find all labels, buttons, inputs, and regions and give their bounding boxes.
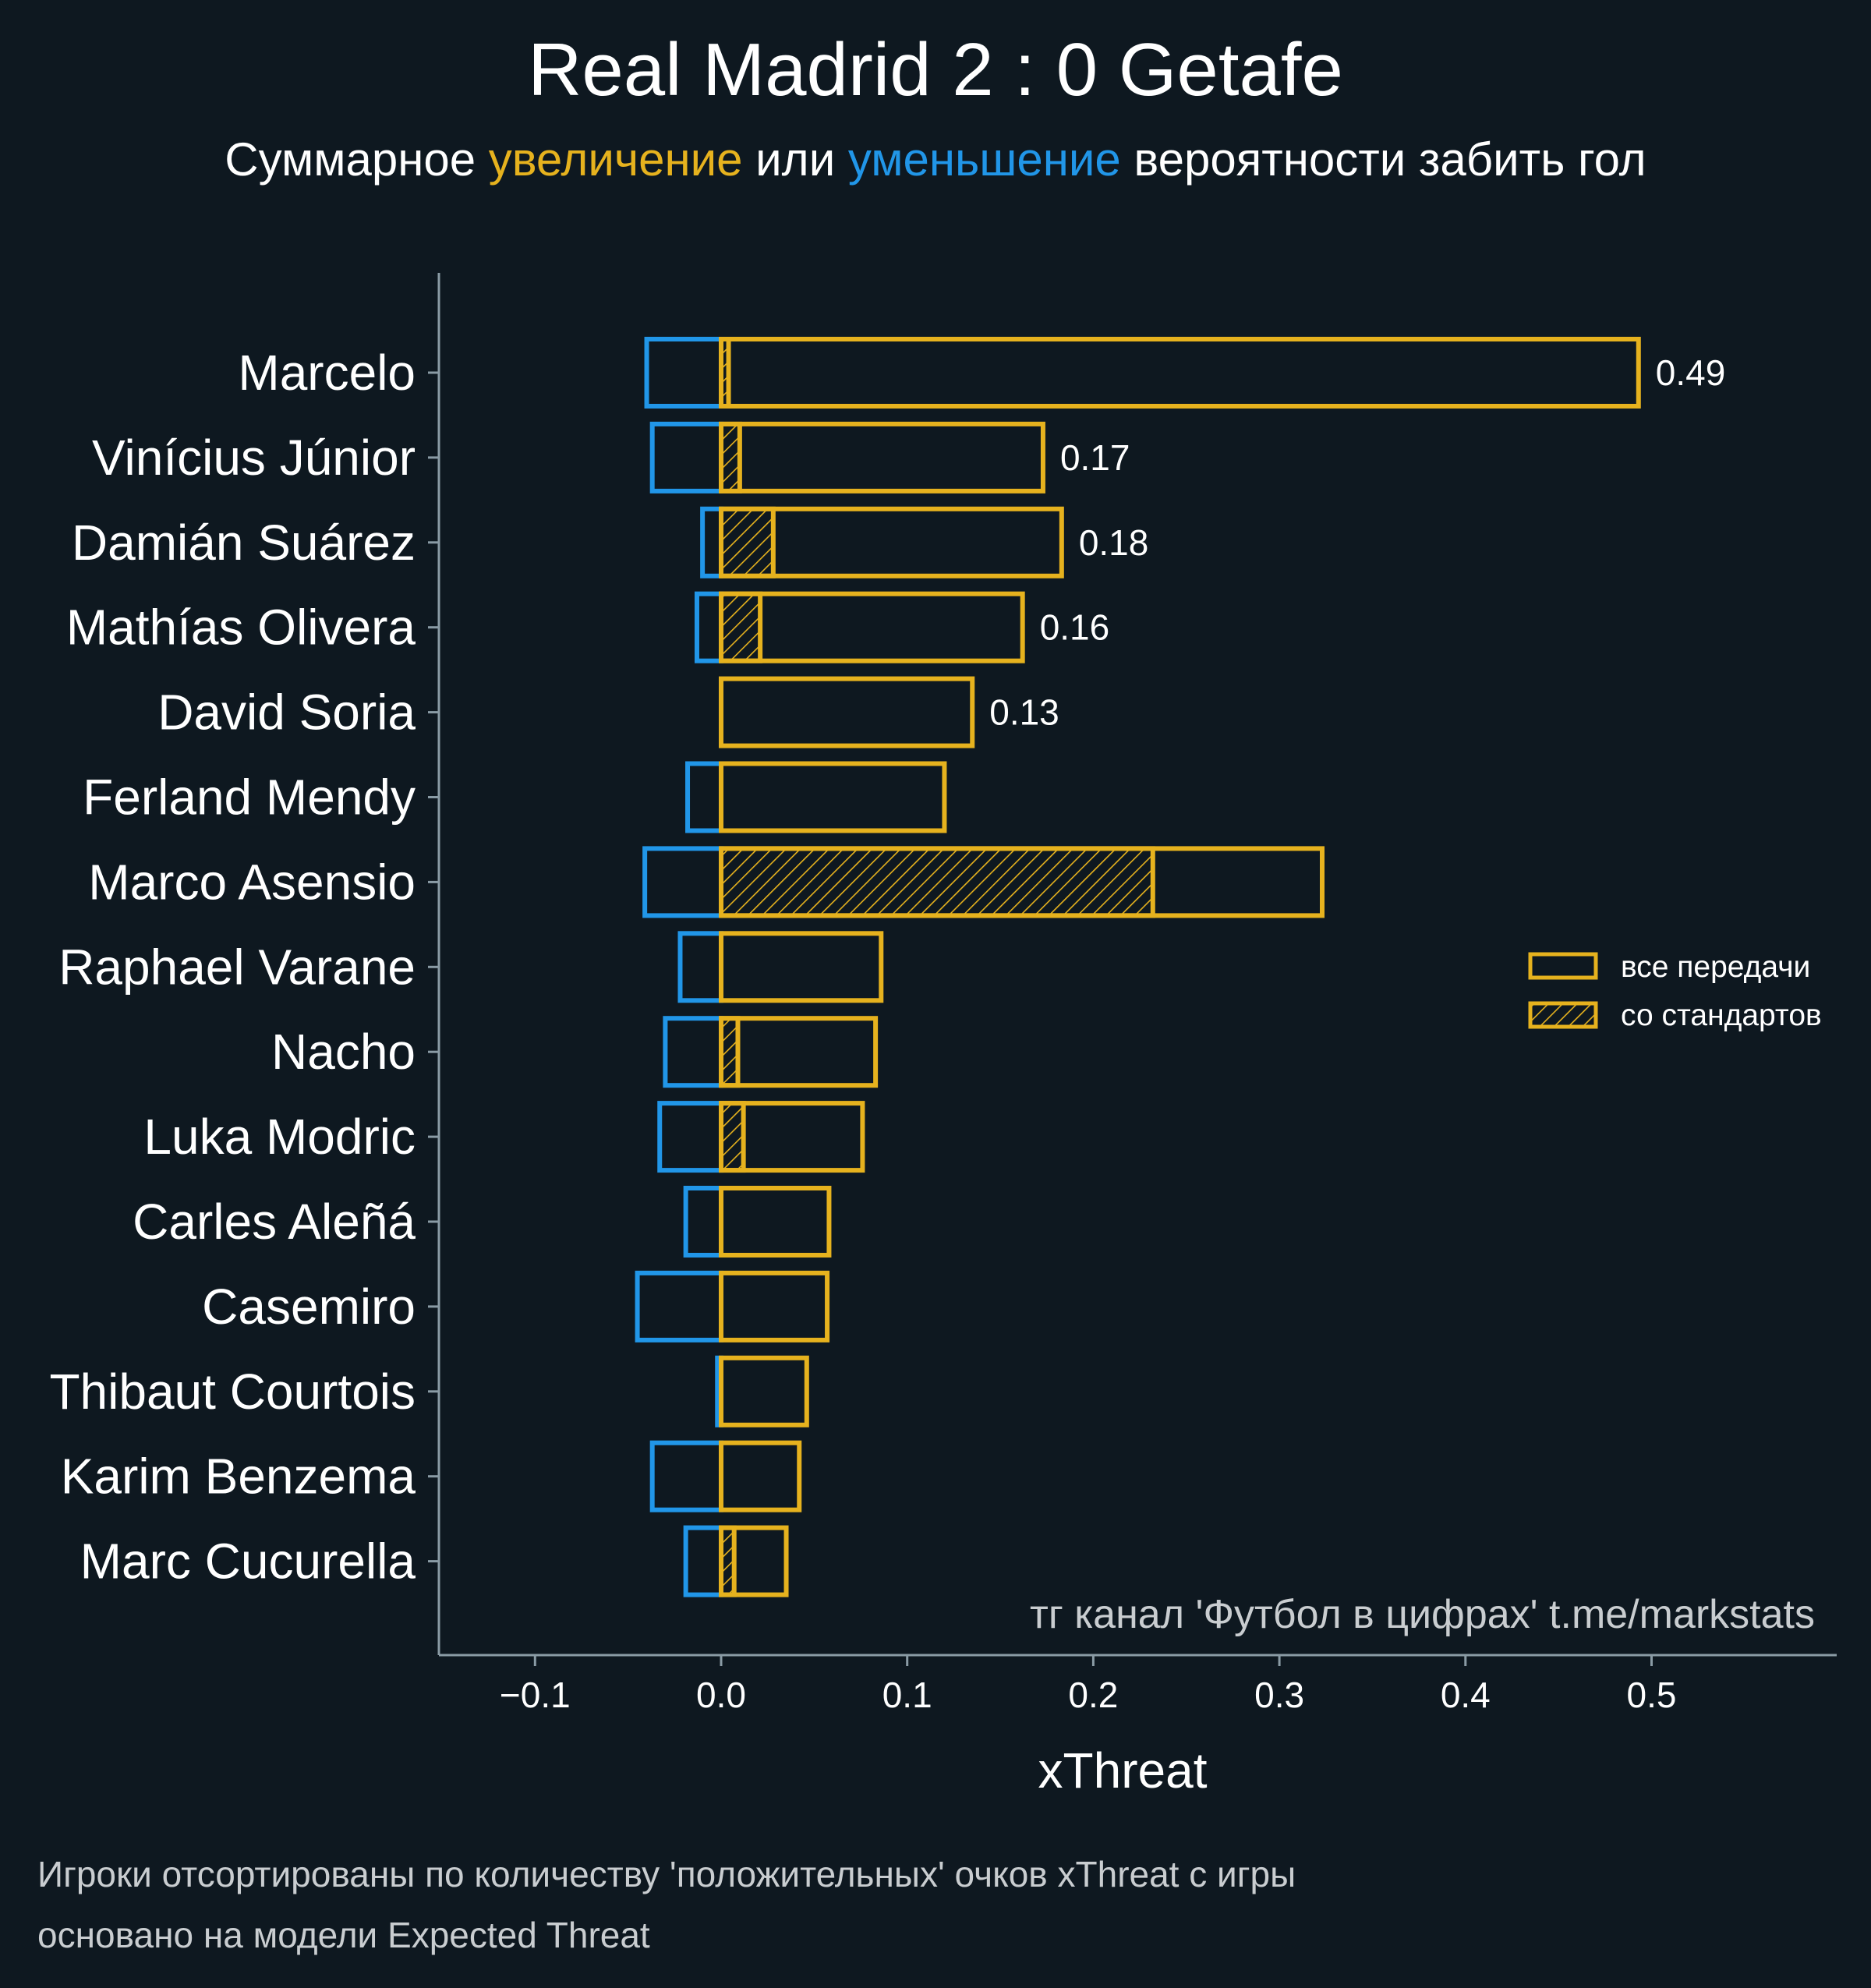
subtitle-part-1: Суммарное bbox=[225, 133, 488, 186]
bar-positive bbox=[719, 931, 884, 1003]
bar-positive bbox=[719, 1440, 802, 1512]
bar-positive bbox=[719, 1355, 809, 1427]
bar-set-pieces bbox=[719, 1101, 746, 1173]
bar-value-label: 0.17 bbox=[1060, 437, 1130, 478]
watermark: тг канал 'Футбол в цифрах' t.me/markstat… bbox=[1030, 1592, 1815, 1637]
y-tick-label: Mathías Olivera bbox=[66, 600, 416, 656]
y-tick-label: Vinícius Júnior bbox=[92, 430, 416, 486]
y-tick-label: Marc Cucurella bbox=[80, 1533, 416, 1590]
legend: все передачи со стандартов bbox=[1528, 950, 1822, 1032]
bar-value-label: 0.49 bbox=[1656, 352, 1726, 393]
subtitle-part-3: вероятности забить гол bbox=[1121, 133, 1646, 186]
legend-label-set-pieces: со стандартов bbox=[1621, 999, 1822, 1032]
subtitle-highlight-increase: увеличение bbox=[489, 133, 743, 186]
x-ticks: −0.1 0.0 0.1 0.2 0.3 0.4 0.5 bbox=[500, 1655, 1677, 1715]
y-tick-label: Karim Benzema bbox=[61, 1449, 416, 1505]
bar-positive bbox=[719, 846, 1325, 918]
bar-positive bbox=[719, 506, 1064, 578]
x-tick-label: 0.2 bbox=[1068, 1675, 1118, 1715]
footnote-line-1: Игроки отсортированы по количеству 'поло… bbox=[37, 1854, 1296, 1894]
chart-subtitle: Суммарное увеличение или уменьшение веро… bbox=[225, 133, 1646, 186]
bars-layer: 0.49 0.17 0.18 0.16 0.13 bbox=[635, 337, 1726, 1597]
y-tick-label: Damián Suárez bbox=[72, 515, 416, 571]
bar-value-label: 0.13 bbox=[989, 692, 1059, 733]
legend-swatch-all-passes bbox=[1528, 952, 1598, 980]
subtitle-highlight-decrease: уменьшение bbox=[848, 133, 1121, 186]
x-tick-label: −0.1 bbox=[500, 1675, 571, 1715]
y-tick-label: Luka Modric bbox=[143, 1109, 416, 1165]
x-tick-label: 0.5 bbox=[1627, 1675, 1677, 1715]
x-tick-label: 0.3 bbox=[1254, 1675, 1304, 1715]
bar-set-pieces bbox=[719, 846, 1155, 918]
bar-positive bbox=[719, 1270, 830, 1342]
y-tick-labels: Marcelo Vinícius Júnior Damián Suárez Mathí… bbox=[49, 345, 439, 1590]
footnote-line-2: основано на модели Expected Threat bbox=[37, 1915, 650, 1955]
bar-set-pieces bbox=[719, 1016, 741, 1088]
bar-set-pieces bbox=[719, 591, 763, 663]
y-tick-label: Carles Aleñá bbox=[133, 1194, 416, 1250]
legend-swatch-set-pieces bbox=[1528, 1001, 1598, 1029]
bar-positive bbox=[719, 1016, 879, 1088]
chart-title: Real Madrid 2 : 0 Getafe bbox=[528, 28, 1343, 111]
bar-set-pieces bbox=[719, 421, 742, 493]
bar-value-label: 0.16 bbox=[1040, 607, 1110, 648]
y-tick-label: Casemiro bbox=[202, 1279, 416, 1335]
bar-value-label: 0.18 bbox=[1079, 522, 1149, 563]
bar-positive bbox=[719, 591, 1025, 663]
subtitle-part-2: или bbox=[743, 133, 848, 186]
y-tick-label: Nacho bbox=[271, 1024, 416, 1080]
y-tick-label: Raphael Varane bbox=[58, 939, 416, 995]
bar-positive bbox=[719, 421, 1045, 493]
bar-set-pieces bbox=[719, 506, 776, 578]
bar-positive bbox=[719, 1101, 865, 1173]
x-axis-label: xThreat bbox=[1038, 1742, 1208, 1799]
bar-positive bbox=[719, 761, 947, 833]
x-tick-label: 0.4 bbox=[1441, 1675, 1491, 1715]
bar-positive bbox=[719, 1186, 832, 1258]
x-tick-label: 0.1 bbox=[882, 1675, 932, 1715]
bar-positive bbox=[719, 676, 975, 748]
y-tick-label: Ferland Mendy bbox=[83, 769, 416, 826]
bar-positive bbox=[719, 1525, 789, 1597]
bar-positive bbox=[719, 337, 1641, 409]
y-tick-label: Marco Asensio bbox=[88, 854, 416, 910]
x-tick-label: 0.0 bbox=[696, 1675, 746, 1715]
legend-label-all-passes: все передачи bbox=[1621, 950, 1810, 984]
y-tick-label: David Soria bbox=[157, 684, 416, 741]
y-tick-label: Thibaut Courtois bbox=[49, 1364, 416, 1420]
y-tick-label: Marcelo bbox=[238, 345, 416, 401]
